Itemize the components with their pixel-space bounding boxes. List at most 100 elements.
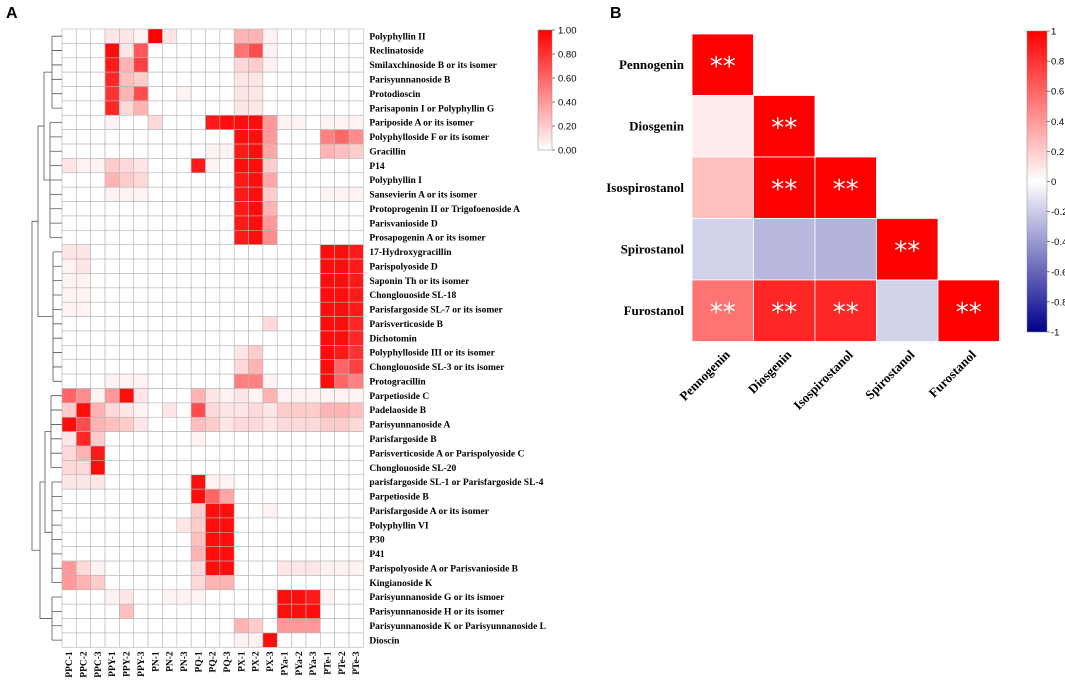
heatmap-cell	[190, 575, 206, 591]
row-label: Parisfargoside A or its isomer	[369, 507, 489, 517]
heatmap-cell	[248, 172, 264, 188]
heatmap-cell	[205, 86, 221, 102]
heatmap-cell	[291, 129, 307, 145]
heatmap-cell	[248, 215, 264, 231]
heatmap-cell	[90, 560, 106, 576]
heatmap-cell	[133, 603, 149, 619]
column-label: PYa-1	[280, 651, 290, 676]
heatmap-cell	[162, 57, 178, 73]
heatmap-cell	[262, 618, 278, 634]
heatmap-cell	[319, 632, 335, 648]
heatmap-cell	[219, 43, 235, 59]
heatmap-cell	[291, 43, 307, 59]
heatmap-cell	[162, 373, 178, 389]
heatmap-cell	[248, 316, 264, 332]
heatmap-cell	[219, 445, 235, 461]
significance-marker: **	[710, 52, 736, 82]
heatmap-cell	[248, 560, 264, 576]
heatmap-cell	[233, 28, 249, 44]
row-label: Parisyunnanoside G or its ismoer	[369, 593, 505, 603]
heatmap-cell	[305, 531, 321, 547]
heatmap-cell	[61, 531, 77, 547]
heatmap-cell	[233, 100, 249, 116]
heatmap-cell	[248, 158, 264, 174]
colorbar-b	[1026, 30, 1048, 333]
column-variable-label: Pennogenin	[676, 346, 733, 403]
heatmap-cell	[76, 28, 91, 44]
heatmap-cell	[190, 201, 206, 217]
heatmap-cell	[133, 201, 149, 217]
heatmap-cell	[147, 373, 163, 389]
heatmap-cell	[162, 388, 178, 404]
heatmap-cell	[233, 517, 249, 533]
heatmap-cell	[219, 575, 235, 591]
heatmap-cell	[291, 114, 307, 130]
heatmap-cell	[319, 503, 335, 519]
heatmap-cell	[61, 230, 77, 246]
heatmap-cell	[190, 603, 206, 619]
heatmap-cell	[276, 258, 292, 274]
heatmap-cell	[248, 603, 264, 619]
heatmap-cell	[90, 57, 106, 73]
heatmap-cell	[305, 345, 321, 361]
heatmap-cell	[61, 316, 77, 332]
heatmap-cell	[133, 230, 149, 246]
heatmap-cell	[276, 100, 292, 116]
heatmap-cell	[133, 143, 149, 159]
heatmap-cell	[61, 618, 77, 634]
heatmap-cell	[334, 301, 350, 317]
row-label: Parpetioside B	[369, 493, 429, 503]
heatmap-cell	[205, 215, 221, 231]
heatmap-cell	[219, 618, 235, 634]
heatmap-cell	[162, 201, 178, 217]
row-variable-label: Spirostanol	[621, 241, 685, 256]
heatmap-cell	[334, 603, 350, 619]
heatmap-cell	[291, 531, 307, 547]
heatmap-cell	[276, 488, 292, 504]
heatmap-cell	[319, 258, 335, 274]
heatmap-cell	[233, 201, 249, 217]
heatmap-cell	[291, 86, 307, 102]
heatmap-cell	[233, 273, 249, 289]
heatmap-cell	[119, 445, 135, 461]
heatmap-cell	[291, 143, 307, 159]
heatmap-cell	[305, 215, 321, 231]
heatmap-cell	[319, 373, 335, 389]
heatmap-cell	[61, 129, 77, 145]
heatmap-cell	[348, 230, 364, 246]
heatmap-cell	[176, 244, 192, 260]
heatmap-cell	[305, 431, 321, 447]
heatmap-cell	[348, 301, 364, 317]
row-label: Chonglouoside SL-3 or its isomer	[369, 363, 505, 373]
row-label: Dichotomin	[369, 334, 417, 344]
heatmap-cell	[61, 43, 77, 59]
colorbar-tick-label: 0.6	[1051, 87, 1064, 98]
heatmap-panel-a: Polyphyllin II Reclinatoside Smilaxchinosi…	[31, 26, 577, 678]
heatmap-cell	[205, 186, 221, 202]
correlation-cell	[691, 95, 754, 158]
heatmap-cell	[276, 316, 292, 332]
heatmap-cell	[276, 388, 292, 404]
heatmap-cell	[305, 43, 321, 59]
heatmap-cell	[319, 186, 335, 202]
column-variable-label: Furostanol	[926, 347, 980, 401]
heatmap-cell	[334, 373, 350, 389]
heatmap-cell	[104, 603, 120, 619]
colorbar-tick-label: 0.8	[1051, 57, 1064, 68]
heatmap-cell	[262, 230, 278, 246]
heatmap-cell	[119, 330, 135, 346]
heatmap-cell	[205, 560, 221, 576]
heatmap-cell	[319, 287, 335, 303]
heatmap-cell	[190, 560, 206, 576]
heatmap-cell	[133, 402, 149, 418]
heatmap-cell	[119, 43, 135, 59]
heatmap-cell	[319, 86, 335, 102]
heatmap-cell	[162, 445, 178, 461]
heatmap-cell	[133, 589, 149, 605]
heatmap-cell	[305, 114, 321, 130]
colorbar-a	[537, 29, 553, 151]
correlation-cell	[691, 156, 754, 219]
heatmap-cell	[276, 618, 292, 634]
heatmap-cell	[147, 632, 163, 648]
heatmap-cell	[104, 373, 120, 389]
